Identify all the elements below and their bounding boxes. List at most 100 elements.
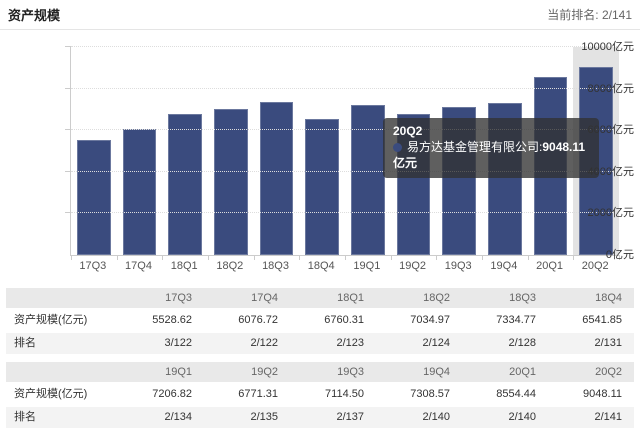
table-value-cell: 2/135 [204, 407, 290, 428]
x-axis-label-18Q4: 18Q4 [307, 260, 335, 272]
gridline [65, 170, 619, 172]
y-axis-label: 10000亿元 [581, 41, 634, 53]
table-value-cell: 2/137 [290, 407, 376, 428]
x-axis-label-18Q1: 18Q1 [170, 260, 198, 272]
gridline [65, 212, 619, 214]
x-axis-tick [482, 255, 483, 260]
x-axis-tick [162, 255, 164, 260]
x-axis-label-20Q2: 20Q2 [581, 260, 609, 272]
panel-header: 资产规模 当前排名: 2/141 [0, 0, 640, 30]
table-value-cell: 7034.97 [376, 310, 462, 333]
bar-18Q1[interactable] [168, 114, 203, 255]
gridline [65, 87, 619, 89]
table-value-cell: 9048.11 [548, 384, 634, 407]
tooltip-value: 9048.11亿元 [393, 140, 586, 170]
bar-slot-18Q3 [254, 47, 300, 255]
x-axis-tick [253, 255, 255, 260]
x-axis-label-19Q2: 19Q2 [399, 260, 426, 272]
x-axis-label-18Q2: 18Q2 [216, 260, 244, 272]
column-header-19Q1: 19Q1 [118, 362, 204, 384]
y-axis-label: 8000亿元 [587, 82, 634, 95]
x-axis-tick [116, 255, 118, 260]
column-header-19Q2: 19Q2 [204, 362, 290, 384]
table-value-cell: 7114.50 [290, 384, 376, 407]
table-value-cell: 6541.85 [548, 310, 634, 333]
x-axis-tick [71, 255, 72, 260]
bar-18Q3[interactable] [259, 102, 294, 255]
x-axis-label-18Q3: 18Q3 [262, 260, 289, 272]
bar-17Q3[interactable] [76, 140, 111, 255]
tooltip-series-name: 易方达基金管理有限公司: [407, 140, 543, 154]
table-corner-cell [6, 362, 118, 384]
table-value-cell: 6771.31 [204, 384, 290, 407]
column-header-18Q4: 18Q4 [548, 288, 634, 310]
y-axis-label: 4000亿元 [587, 165, 634, 178]
table-value-cell: 2/131 [548, 333, 634, 354]
column-header-18Q3: 18Q3 [462, 288, 548, 310]
y-axis-tick [65, 170, 71, 172]
column-header-19Q4: 19Q4 [376, 362, 462, 384]
x-axis-label-19Q4: 19Q4 [490, 260, 518, 272]
bar-18Q2[interactable] [213, 108, 248, 255]
y-axis-tick [65, 212, 71, 214]
table-value-cell: 2/128 [462, 333, 548, 354]
y-axis-label: 0亿元 [605, 249, 634, 261]
bar-19Q1[interactable] [350, 105, 385, 255]
table-value-cell: 7334.77 [462, 310, 548, 333]
page-title: 资产规模 [8, 8, 61, 23]
series-marker-icon [393, 143, 402, 152]
row-label: 资产规模(亿元) [6, 310, 118, 333]
table-value-cell: 6076.72 [204, 310, 290, 333]
chart-tooltip: 20Q2 易方达基金管理有限公司:9048.11亿元 [383, 118, 599, 178]
asset-scale-bar-chart: 0亿元 2000亿元 4000亿元 6000亿元 8000亿元 10000亿元 17Q3 1… [0, 30, 640, 283]
y-axis-label: 6000亿元 [587, 124, 634, 137]
x-axis-label-17Q4: 17Q4 [125, 260, 152, 272]
current-rank-label: 当前排名: 2/141 [547, 8, 632, 22]
column-header-19Q3: 19Q3 [290, 362, 376, 384]
table-value-cell: 2/140 [462, 407, 548, 428]
table-value-cell: 2/124 [376, 333, 462, 354]
quarterly-data-tables: 17Q3 17Q4 18Q1 18Q2 18Q3 18Q4 资产规模(亿元) 5528.62 6… [6, 288, 634, 428]
x-axis-tick [619, 255, 620, 260]
quarter-table-1: 17Q3 17Q4 18Q1 18Q2 18Q3 18Q4 资产规模(亿元) 5528.62 6… [6, 288, 634, 354]
bar-17Q4[interactable] [122, 128, 157, 255]
row-label: 排名 [6, 407, 118, 428]
table-value-cell: 2/122 [204, 333, 290, 354]
table-value-cell: 5528.62 [118, 310, 204, 333]
gridline [65, 129, 619, 131]
row-label: 资产规模(亿元) [6, 384, 118, 407]
x-axis-tick [390, 255, 392, 260]
column-header-18Q1: 18Q1 [290, 288, 376, 310]
x-axis-tick [208, 255, 209, 260]
bar-slot-18Q4 [299, 47, 345, 255]
bar-slot-18Q2 [208, 47, 254, 255]
column-header-18Q2: 18Q2 [376, 288, 462, 310]
table-corner-cell [6, 288, 118, 310]
x-axis-label-19Q3: 19Q3 [444, 260, 472, 272]
gridline [65, 46, 619, 47]
table-value-cell: 2/134 [118, 407, 204, 428]
x-axis-labels: 17Q3 17Q4 18Q1 18Q2 18Q3 18Q4 19Q1 19Q2 19Q3 19Q4… [70, 260, 618, 272]
table-value-cell: 2/140 [376, 407, 462, 428]
y-axis-tick [65, 46, 71, 47]
row-label: 排名 [6, 333, 118, 354]
column-header-17Q3: 17Q3 [118, 288, 204, 310]
bar-slot-17Q4 [117, 47, 163, 255]
table-value-cell: 6760.31 [290, 310, 376, 333]
table-value-cell: 3/122 [118, 333, 204, 354]
table-value-cell: 7308.57 [376, 384, 462, 407]
y-axis-tick [65, 129, 71, 131]
column-header-20Q1: 20Q1 [462, 362, 548, 384]
column-header-20Q2: 20Q2 [548, 362, 634, 384]
x-axis-tick [345, 255, 346, 260]
x-axis-tick [436, 255, 438, 260]
bar-18Q4[interactable] [305, 118, 340, 255]
x-axis-label-19Q1: 19Q1 [353, 260, 381, 272]
tooltip-title: 20Q2 [393, 124, 423, 138]
x-axis-tick [573, 255, 575, 260]
table-value-cell: 7206.82 [118, 384, 204, 407]
x-axis-tick [527, 255, 529, 260]
x-axis-label-20Q1: 20Q1 [536, 260, 564, 272]
table-value-cell: 2/141 [548, 407, 634, 428]
